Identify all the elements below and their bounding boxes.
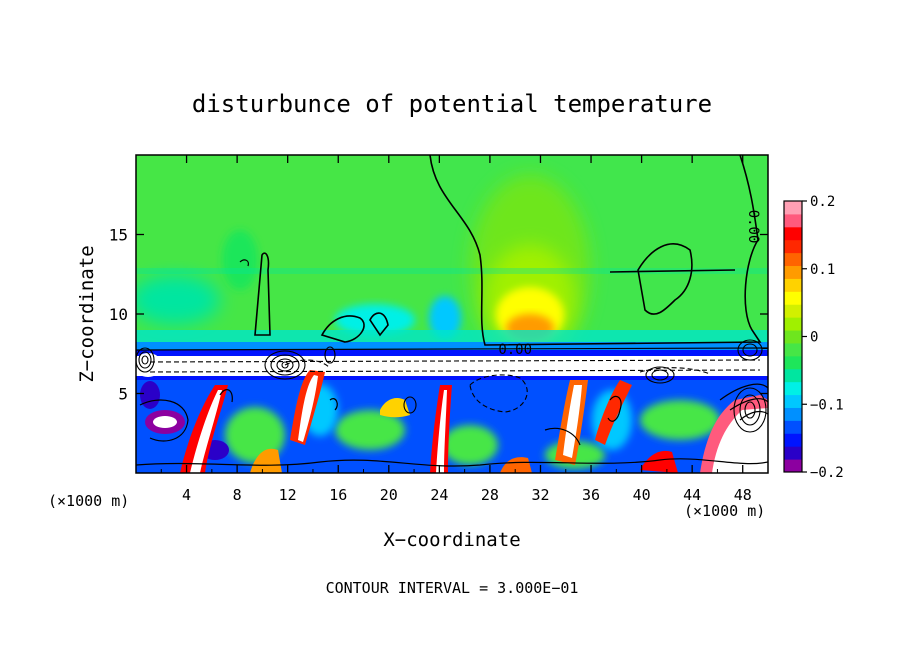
colorbar-segment [784, 420, 802, 434]
x-unit-left: (×1000 m) [48, 492, 129, 510]
colorbar-segment [784, 291, 802, 305]
colorbar-tick-label: 0.1 [810, 262, 835, 278]
colorbar-segment [784, 265, 802, 279]
contour-interval-footer: CONTOUR INTERVAL = 3.000E−01 [326, 579, 579, 597]
x-tick-label: 8 [233, 486, 242, 504]
colorbar-tick-label: −0.1 [810, 397, 844, 413]
colorbar-segment [784, 355, 802, 370]
x-tick-label: 12 [279, 486, 297, 504]
colorbar-segment [784, 407, 802, 421]
colorbar-segment [784, 252, 802, 267]
x-tick-label: 28 [481, 486, 499, 504]
colorbar-segment [784, 226, 802, 241]
colorbar-segment [784, 446, 802, 460]
colorbar-tick-label: 0.2 [810, 194, 835, 210]
colorbar: 0.2 0.1 0 −0.1 −0.2 [783, 194, 844, 481]
colorbar-tick-label: −0.2 [810, 465, 844, 481]
heatmap-field [136, 155, 768, 473]
contour-label-layer: 0.00 0.00 [498, 210, 761, 358]
colorbar-segment [784, 459, 802, 473]
colorbar-segment [784, 304, 802, 318]
x-tick-label: 16 [329, 486, 347, 504]
x-tick-label: 24 [430, 486, 448, 504]
y-tick-label: 10 [109, 305, 128, 324]
x-tick-label: 48 [734, 486, 752, 504]
colorbar-tick-label: 0 [810, 330, 818, 346]
y-axis: 5 10 15 [109, 226, 768, 404]
y-tick-label: 5 [118, 385, 128, 404]
colorbar-segment [784, 368, 802, 383]
colorbar-segment [784, 201, 802, 215]
x-tick-label: 20 [380, 486, 398, 504]
contour-value-label: 0.00 [498, 342, 532, 358]
x-tick-label: 32 [531, 486, 549, 504]
x-tick-label: 4 [182, 486, 191, 504]
colorbar-segment [784, 317, 802, 331]
x-tick-label: 44 [683, 486, 701, 504]
x-tick-label: 40 [633, 486, 651, 504]
y-tick-label: 15 [109, 226, 128, 245]
colorbar-segment [784, 239, 802, 254]
colorbar-segment [784, 278, 802, 292]
x-tick-label: 36 [582, 486, 600, 504]
colorbar-segment [784, 342, 802, 357]
x-unit-right: (×1000 m) [684, 502, 765, 520]
x-axis: 4 8 12 16 20 24 28 32 36 40 44 48 [160, 155, 752, 504]
chart-title: disturbunce of potential temperature [192, 90, 712, 118]
colorbar-segment [784, 381, 802, 396]
y-axis-label: Z−coordinate [76, 245, 98, 382]
colorbar-segment [784, 330, 802, 344]
x-axis-label: X−coordinate [383, 529, 520, 551]
colorbar-segment [784, 433, 802, 447]
colorbar-segment [784, 213, 802, 228]
contour-clusters [136, 339, 767, 433]
colorbar-segment [784, 394, 802, 408]
contour-value-label: 0.00 [745, 210, 761, 244]
